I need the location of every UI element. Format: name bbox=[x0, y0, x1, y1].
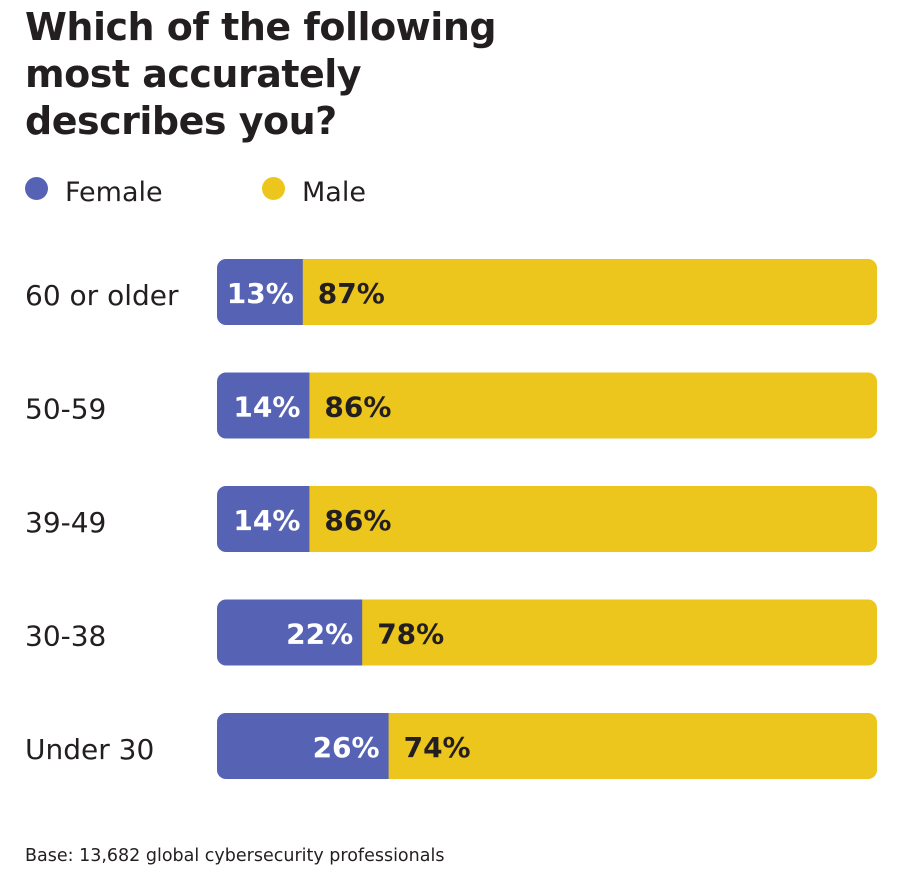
bar-row-60-or-older bbox=[217, 259, 877, 325]
legend-label-male: Male bbox=[302, 176, 366, 208]
bar-female-30-38 bbox=[217, 599, 363, 666]
bar-female-under-30 bbox=[217, 713, 390, 779]
data-label-female-39-49: 14% bbox=[233, 504, 300, 537]
data-label-male-30-38: 78% bbox=[377, 618, 444, 651]
bar-row-39-49 bbox=[217, 486, 877, 552]
legend-swatch-female bbox=[25, 176, 48, 200]
data-label-female-50-59: 14% bbox=[233, 391, 300, 424]
legend-item-male: Male bbox=[262, 172, 366, 212]
chart-title-line-1: Which of the following bbox=[25, 5, 497, 49]
bar-male-50-59 bbox=[309, 372, 877, 439]
data-label-female-under-30: 26% bbox=[313, 731, 380, 764]
bar-row-50-59 bbox=[217, 372, 877, 439]
chart-title-line-3: describes you? bbox=[25, 99, 337, 143]
legend-label-female: Female bbox=[65, 176, 163, 208]
legend-swatch-male bbox=[262, 176, 285, 200]
category-label-under-30: Under 30 bbox=[25, 733, 154, 766]
legend-item-female: Female bbox=[25, 172, 163, 212]
bar-male-30-38 bbox=[362, 599, 877, 666]
category-label-39-49: 39-49 bbox=[25, 506, 106, 539]
bar-row-30-38 bbox=[217, 599, 877, 666]
bar-female-50-59 bbox=[217, 372, 310, 439]
data-label-female-60-or-older: 13% bbox=[227, 277, 294, 310]
category-label-30-38: 30-38 bbox=[25, 620, 106, 653]
data-label-male-60-or-older: 87% bbox=[318, 277, 385, 310]
chart-legend: Female Male bbox=[25, 172, 625, 212]
data-label-male-50-59: 86% bbox=[324, 391, 391, 424]
bar-male-under-30 bbox=[388, 713, 877, 779]
chart-bars: 60 or older 13% 87% 50-59 14% 86% 39-49 14% 86% 3… bbox=[25, 259, 877, 779]
chart-footnote: Base: 13,682 global cybersecurity profes… bbox=[25, 846, 445, 866]
category-label-50-59: 50-59 bbox=[25, 393, 106, 426]
chart-title: Which of the following most accurately d… bbox=[25, 4, 645, 145]
bar-male-60-or-older bbox=[302, 259, 877, 325]
data-label-female-30-38: 22% bbox=[286, 618, 353, 651]
data-label-male-under-30: 74% bbox=[404, 731, 471, 764]
bar-row-under-30 bbox=[217, 713, 877, 779]
bar-female-39-49 bbox=[217, 486, 310, 552]
chart-title-line-2: most accurately bbox=[25, 52, 362, 96]
category-label-60-or-older: 60 or older bbox=[25, 279, 179, 312]
bar-female-60-or-older bbox=[217, 259, 304, 325]
data-label-male-39-49: 86% bbox=[324, 504, 391, 537]
bar-male-39-49 bbox=[309, 486, 877, 552]
